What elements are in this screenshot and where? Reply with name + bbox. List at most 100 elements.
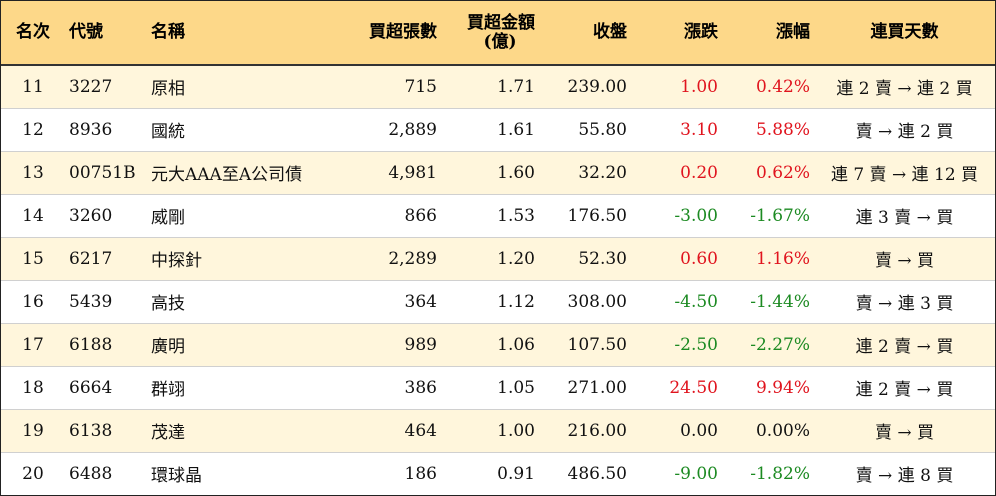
cell-rank: 19 bbox=[1, 409, 65, 453]
cell-pct: 1.16% bbox=[722, 237, 814, 281]
header-name: 名稱 bbox=[147, 1, 351, 66]
cell-change: 24.50 bbox=[631, 366, 722, 410]
cell-code: 3227 bbox=[65, 65, 147, 109]
header-close: 收盤 bbox=[539, 1, 631, 66]
cell-net-amount: 1.05 bbox=[441, 366, 539, 410]
cell-change: 0.60 bbox=[631, 237, 722, 281]
cell-streak: 連 3 賣 → 買 bbox=[814, 194, 995, 238]
cell-streak: 賣 → 連 2 買 bbox=[814, 108, 995, 152]
cell-net-amount: 1.00 bbox=[441, 409, 539, 453]
cell-code: 00751B bbox=[65, 151, 147, 195]
cell-streak: 賣 → 買 bbox=[814, 409, 995, 453]
cell-close: 107.50 bbox=[539, 323, 631, 367]
header-net-lots: 買超張數 bbox=[351, 1, 441, 66]
header-net-amount-line2: (億) bbox=[483, 31, 517, 52]
cell-name: 茂達 bbox=[147, 409, 351, 453]
cell-close: 308.00 bbox=[539, 280, 631, 324]
table-row: 18 6664 群翊 386 1.05 271.00 24.50 9.94% 連 2 賣 → 買 bbox=[1, 366, 995, 410]
cell-change: 1.00 bbox=[631, 65, 722, 109]
cell-net-lots: 989 bbox=[351, 323, 441, 367]
cell-close: 239.00 bbox=[539, 65, 631, 109]
cell-close: 176.50 bbox=[539, 194, 631, 238]
header-net-amount-line1: 買超金額 bbox=[467, 12, 535, 33]
cell-net-amount: 1.12 bbox=[441, 280, 539, 324]
cell-name: 威剛 bbox=[147, 194, 351, 238]
cell-change: -2.50 bbox=[631, 323, 722, 367]
cell-net-amount: 1.60 bbox=[441, 151, 539, 195]
table-row: 15 6217 中探針 2,289 1.20 52.30 0.60 1.16% 賣 → 買 bbox=[1, 237, 995, 281]
table-row: 16 5439 高技 364 1.12 308.00 -4.50 -1.44% 賣 → 連 3 … bbox=[1, 280, 995, 324]
cell-net-amount: 1.20 bbox=[441, 237, 539, 281]
cell-name: 廣明 bbox=[147, 323, 351, 367]
cell-streak: 連 2 賣 → 買 bbox=[814, 366, 995, 410]
cell-name: 原相 bbox=[147, 65, 351, 109]
cell-close: 486.50 bbox=[567, 463, 627, 484]
cell-change: 0.20 bbox=[631, 151, 722, 195]
cell-pct: -1.44% bbox=[722, 280, 814, 324]
cell-close: 271.00 bbox=[539, 366, 631, 410]
cell-pct: 0.00% bbox=[722, 409, 814, 453]
cell-code: 6217 bbox=[65, 237, 147, 281]
cell-pct: 9.94% bbox=[722, 366, 814, 410]
cell-rank: 20 bbox=[22, 463, 44, 484]
cell-streak: 連 2 賣 → 連 2 買 bbox=[814, 65, 995, 109]
cell-change: 3.10 bbox=[631, 108, 722, 152]
cell-pct: 0.42% bbox=[722, 65, 814, 109]
cell-code: 8936 bbox=[65, 108, 147, 152]
cell-net-amount: 1.53 bbox=[441, 194, 539, 238]
table-row: 14 3260 威剛 866 1.53 176.50 -3.00 -1.67% 連 3 賣 → … bbox=[1, 194, 995, 238]
cell-change: -9.00 bbox=[674, 463, 718, 484]
cell-net-lots: 386 bbox=[351, 366, 441, 410]
cell-name: 群翊 bbox=[147, 366, 351, 410]
cell-streak: 賣 → 買 bbox=[814, 237, 995, 281]
cell-code: 6664 bbox=[65, 366, 147, 410]
cell-name: 國統 bbox=[147, 108, 351, 152]
cell-code: 6138 bbox=[65, 409, 147, 453]
table-body: 11 3227 原相 715 1.71 239.00 1.00 0.42% 連 2 賣 → 連 … bbox=[1, 65, 995, 495]
cell-rank: 16 bbox=[1, 280, 65, 324]
cell-pct: -2.27% bbox=[722, 323, 814, 367]
cell-close: 216.00 bbox=[539, 409, 631, 453]
cell-pct: -1.82% bbox=[750, 463, 810, 484]
cell-name: 環球晶 bbox=[151, 466, 202, 487]
cell-pct: 0.62% bbox=[722, 151, 814, 195]
table-row: 13 00751B 元大AAA至A公司債 4,981 1.60 32.20 0.20 0.62… bbox=[1, 151, 995, 195]
cell-name: 中探針 bbox=[147, 237, 351, 281]
cell-net-lots: 464 bbox=[351, 409, 441, 453]
cell-rank: 17 bbox=[1, 323, 65, 367]
table-row: 17 6188 廣明 989 1.06 107.50 -2.50 -2.27% 連 2 賣 → … bbox=[1, 323, 995, 367]
cell-name: 元大AAA至A公司債 bbox=[147, 151, 351, 195]
header-rank: 名次 bbox=[1, 1, 65, 66]
cell-streak: 賣 → 連 8 買 bbox=[855, 466, 954, 487]
cell-net-amount: 1.61 bbox=[441, 108, 539, 152]
cell-rank: 12 bbox=[1, 108, 65, 152]
cell-net-lots: 4,981 bbox=[351, 151, 441, 195]
cell-change: -4.50 bbox=[631, 280, 722, 324]
cell-net-lots: 186 bbox=[404, 463, 437, 484]
table-row: 12 8936 國統 2,889 1.61 55.80 3.10 5.88% 賣 → 連 2 買 bbox=[1, 108, 995, 152]
table-row: 11 3227 原相 715 1.71 239.00 1.00 0.42% 連 2 賣 → 連 … bbox=[1, 65, 995, 109]
cell-net-lots: 715 bbox=[351, 65, 441, 109]
cell-net-amount: 0.91 bbox=[497, 463, 535, 484]
cell-rank: 14 bbox=[1, 194, 65, 238]
cell-streak: 賣 → 連 3 買 bbox=[814, 280, 995, 324]
cell-change: -3.00 bbox=[631, 194, 722, 238]
header-code: 代號 bbox=[65, 1, 147, 66]
cell-code: 6188 bbox=[65, 323, 147, 367]
cell-rank: 13 bbox=[1, 151, 65, 195]
cell-change: 0.00 bbox=[631, 409, 722, 453]
cell-close: 55.80 bbox=[539, 108, 631, 152]
cell-rank: 11 bbox=[1, 65, 65, 109]
cell-rank: 18 bbox=[1, 366, 65, 410]
cell-net-lots: 2,889 bbox=[351, 108, 441, 152]
table-row: 19 6138 茂達 464 1.00 216.00 0.00 0.00% 賣 → 買 bbox=[1, 409, 995, 453]
cell-streak: 連 2 賣 → 買 bbox=[814, 323, 995, 367]
cell-net-lots: 866 bbox=[351, 194, 441, 238]
cell-code: 5439 bbox=[65, 280, 147, 324]
cell-pct: 5.88% bbox=[722, 108, 814, 152]
header-change: 漲跌 bbox=[631, 1, 722, 66]
cell-close: 52.30 bbox=[539, 237, 631, 281]
cell-pct: -1.67% bbox=[722, 194, 814, 238]
